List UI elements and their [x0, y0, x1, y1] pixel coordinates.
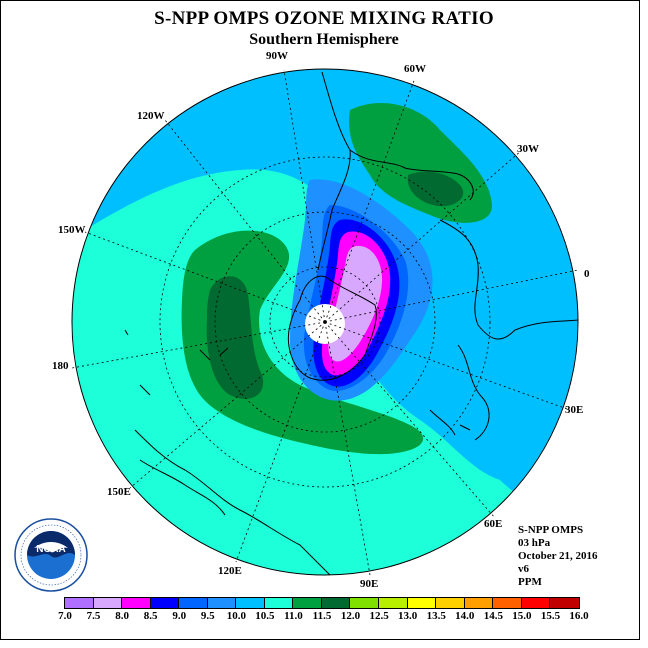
colorbar	[64, 597, 580, 609]
noaa-logo-text: NOAA	[36, 544, 65, 555]
colorbar-tick-label: 10.5	[255, 610, 275, 622]
lon-label-150w: 150W	[58, 224, 86, 236]
colorbar-swatch	[122, 598, 151, 608]
colorbar-swatch	[264, 598, 294, 608]
colorbar-tick-label: 13.0	[398, 610, 418, 622]
colorbar-swatch	[65, 598, 94, 608]
colorbar-tick-label: 12.5	[369, 610, 389, 622]
colorbar-swatch	[321, 598, 351, 608]
map-boundary	[71, 68, 579, 576]
lon-label-180: 180	[52, 360, 69, 372]
lon-label-30e: 30E	[565, 404, 584, 416]
colorbar-swatch	[436, 598, 465, 608]
info-instrument: S-NPP OMPS	[518, 524, 584, 536]
lon-label-120w: 120W	[137, 110, 165, 122]
colorbar-swatch	[521, 598, 551, 608]
map-subtitle: Southern Hemisphere	[249, 31, 399, 48]
colorbar-tick-label: 9.5	[200, 610, 215, 622]
colorbar-tick-label: 14.0	[455, 610, 475, 622]
colorbar-tick-label: 8.5	[143, 610, 158, 622]
info-version: v6	[518, 563, 529, 575]
info-level: 03 hPa	[518, 537, 551, 549]
colorbar-tick-label: 9.0	[172, 610, 187, 622]
info-units: PPM	[518, 576, 542, 588]
ozone-11.5-12-region-upper	[407, 171, 464, 207]
colorbar-tick-label: 11.5	[312, 610, 332, 622]
colorbar-tick-label: 8.0	[115, 610, 129, 622]
colorbar-tick-label: 7.0	[58, 610, 72, 622]
colorbar-tick-label: 16.0	[569, 610, 589, 622]
colorbar-swatch	[293, 598, 322, 608]
info-date: October 21, 2016	[518, 550, 598, 562]
colorbar-tick-label: 7.5	[86, 610, 101, 622]
lon-label-60e: 60E	[484, 518, 503, 530]
colorbar-swatch	[150, 598, 180, 608]
colorbar-swatch	[93, 598, 123, 608]
lon-label-60w: 60W	[404, 63, 426, 75]
colorbar-swatch	[350, 598, 380, 608]
info-block: S-NPP OMPS 03 hPa October 21, 2016 v6 PP…	[518, 524, 598, 589]
image-frame	[0, 0, 640, 640]
coastlines	[124, 71, 579, 576]
colorbar-swatch	[207, 598, 237, 608]
lon-label-30w: 30W	[517, 143, 539, 155]
lon-label-90e: 90E	[360, 578, 379, 590]
lon-label-150e: 150E	[107, 486, 131, 498]
graticule	[71, 69, 579, 576]
colorbar-tick-label: 15.0	[512, 610, 532, 622]
colorbar-tick-label: 13.5	[426, 610, 446, 622]
colorbar-swatch	[236, 598, 265, 608]
colorbar-swatch	[379, 598, 408, 608]
pole-marker	[323, 320, 327, 324]
lon-label-120e: 120E	[218, 565, 242, 577]
ozone-11.5-12-region-lower	[206, 276, 264, 399]
colorbar-swatch	[493, 598, 522, 608]
colorbar-swatch	[464, 598, 494, 608]
map-title: S-NPP OMPS OZONE MIXING RATIO	[154, 8, 494, 29]
noaa-logo: NOAA	[14, 518, 88, 592]
colorbar-tick-label: 10.0	[226, 610, 246, 622]
colorbar-tick-label: 12.0	[340, 610, 361, 622]
lon-label-90w: 90W	[266, 50, 288, 62]
lon-label-0: 0	[584, 268, 590, 280]
colorbar-swatch	[179, 598, 208, 608]
colorbar-tick-label: 11.0	[284, 610, 303, 622]
colorbar-tick-label: 14.5	[483, 610, 503, 622]
colorbar-tick-label: 15.5	[540, 610, 561, 622]
colorbar-swatch	[407, 598, 437, 608]
colorbar-swatch	[550, 598, 579, 608]
